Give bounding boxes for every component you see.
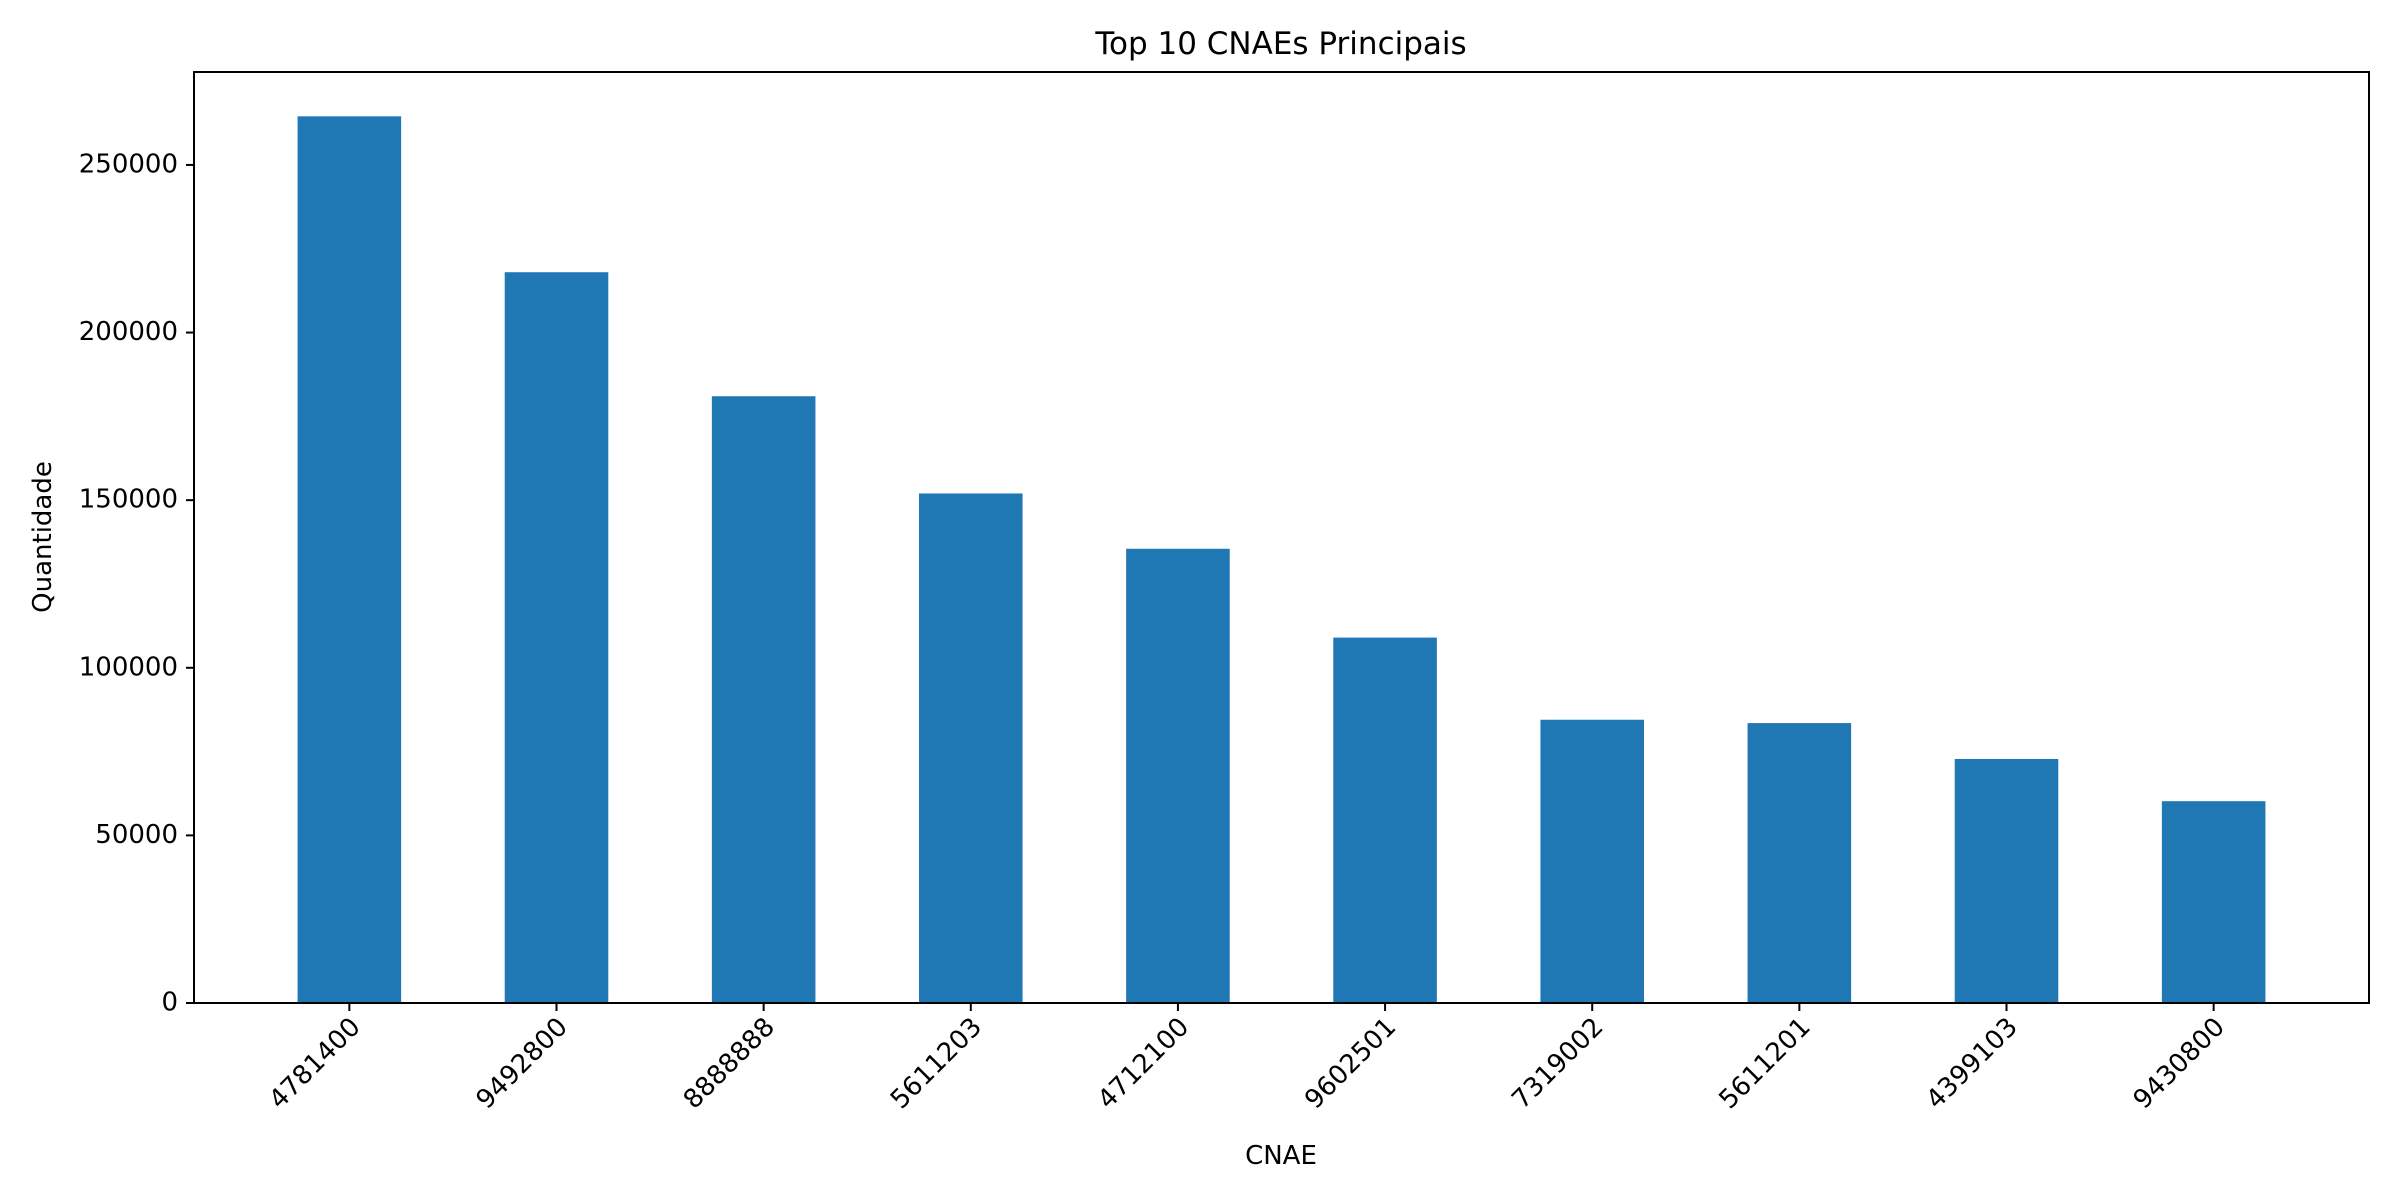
y-axis-ticks: 0 50000 100000 150000 200000 250000 (79, 149, 194, 1018)
x-tick-label-8888888: 8888888 (678, 1012, 781, 1115)
bar-9602501 (1333, 637, 1437, 1003)
x-axis-label: CNAE (1245, 1141, 1317, 1171)
bar-4781400 (297, 116, 402, 1003)
y-tick-label-0: 0 (161, 988, 178, 1018)
bar-8888888 (711, 396, 816, 1003)
y-axis-label: Quantidade (28, 461, 58, 613)
plot-frame (193, 71, 2370, 1004)
bar-4712100 (1126, 548, 1230, 1003)
bar-4399103 (1954, 758, 2059, 1003)
bar-9430800 (2161, 801, 2266, 1003)
y-tick-label-250000: 250000 (79, 149, 178, 179)
y-tick-label-50000: 50000 (95, 820, 178, 850)
bar-5611203 (919, 493, 1023, 1003)
bars-group (297, 116, 2266, 1004)
bar-5611201 (1747, 723, 1852, 1003)
x-tick-label-9602501: 9602501 (1299, 1012, 1402, 1115)
y-tick-label-200000: 200000 (79, 317, 178, 347)
x-tick-label-9492800: 9492800 (471, 1012, 574, 1115)
chart-title: Top 10 CNAEs Principais (1094, 26, 1466, 62)
x-tick-label-4781400: 4781400 (264, 1012, 367, 1115)
x-tick-label-4399103: 4399103 (1921, 1012, 2024, 1115)
bar-9492800 (504, 272, 609, 1004)
x-tick-label-4712100: 4712100 (1092, 1012, 1195, 1115)
x-tick-label-9430800: 9430800 (2128, 1012, 2231, 1115)
x-tick-label-5611203: 5611203 (885, 1012, 988, 1115)
x-tick-label-7319002: 7319002 (1506, 1012, 1609, 1115)
x-tick-label-5611201: 5611201 (1714, 1012, 1817, 1115)
x-axis-ticks: 4781400 9492800 8888888 5611203 4712100 96025… (264, 1003, 2231, 1115)
bar-7319002 (1540, 719, 1644, 1003)
y-tick-label-150000: 150000 (79, 485, 178, 515)
y-tick-label-100000: 100000 (79, 652, 178, 682)
